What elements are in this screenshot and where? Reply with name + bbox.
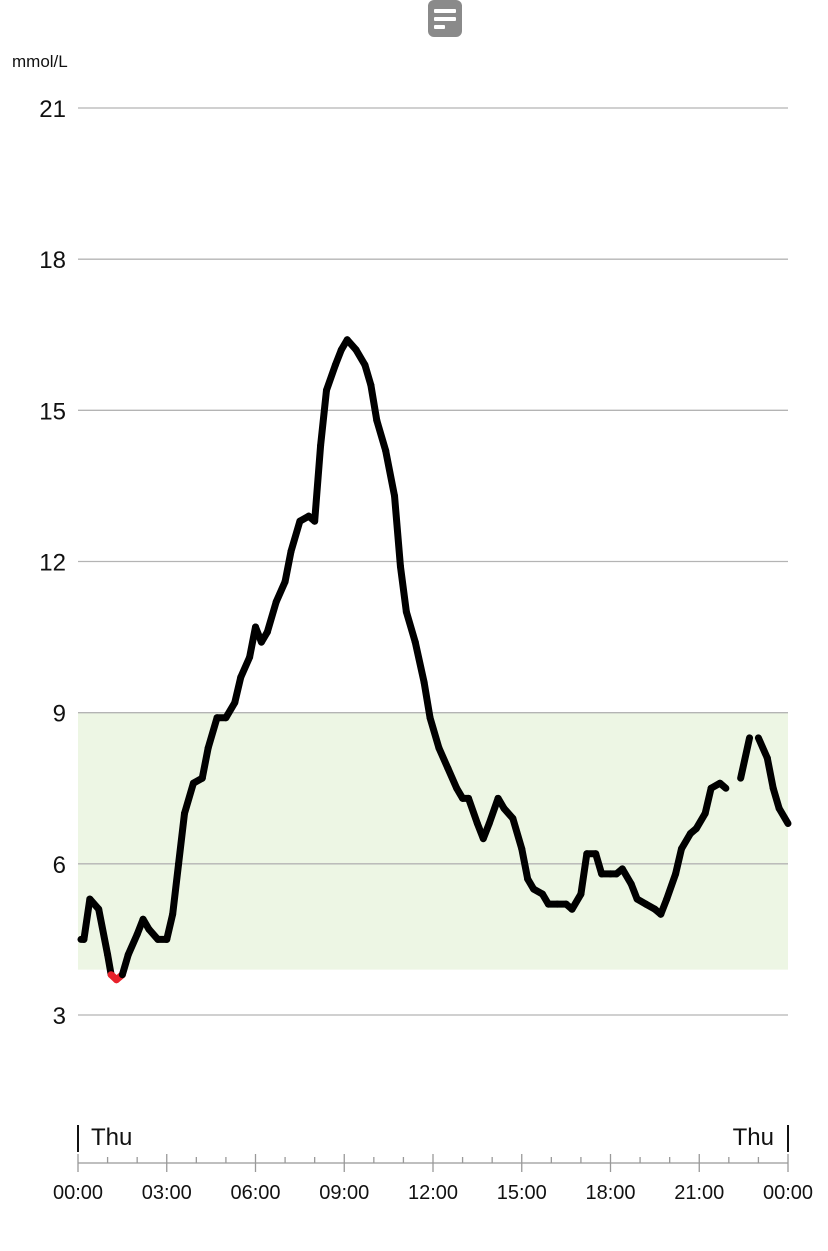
glucose-line-segment — [518, 845, 532, 883]
glucose-line-segment — [426, 714, 443, 752]
x-tick-label: 03:00 — [142, 1182, 192, 1204]
glucose-line-segment — [402, 608, 419, 646]
glucose-line-segment — [663, 870, 680, 903]
glucose-line-segment — [367, 381, 381, 424]
menu-lines-icon — [434, 9, 456, 13]
y-tick-label: 3 — [53, 1003, 66, 1030]
y-tick-label: 21 — [39, 96, 66, 123]
glucose-line-segment — [373, 416, 390, 455]
glucose-line-segment — [769, 784, 783, 812]
glucose-line-segment — [509, 814, 526, 853]
glucose-line-segment — [396, 563, 410, 616]
glucose-line-segment — [175, 809, 188, 868]
glucose-line-segment — [263, 598, 280, 636]
glucose-line-segment — [124, 930, 141, 959]
x-tick-label: 09:00 — [319, 1182, 369, 1204]
y-tick-label: 15 — [39, 398, 66, 425]
glucose-line-segment — [272, 578, 289, 606]
glucose-line-segment — [775, 804, 792, 828]
glucose-line-segment — [754, 734, 771, 762]
glucose-line-segment — [311, 442, 325, 525]
glucose-line-segment — [361, 361, 375, 389]
glucose-line-segment — [281, 547, 295, 586]
glucose-line-segment — [237, 653, 254, 681]
glucose-line-segment — [181, 779, 197, 817]
glucose-line-segment — [737, 734, 754, 782]
y-tick-label: 9 — [53, 701, 66, 728]
glucose-line-segment — [169, 860, 183, 918]
glucose-line-segment — [118, 951, 132, 979]
glucose-line-segment — [198, 744, 212, 782]
glucose-line-segment — [672, 845, 685, 878]
glucose-line-segment — [420, 678, 434, 722]
x-tick-label: 18:00 — [585, 1182, 635, 1204]
y-tick-label: 6 — [53, 852, 66, 879]
glucose-line-segment — [592, 850, 606, 878]
glucose-line-segment — [465, 794, 481, 828]
glucose-line-segment — [444, 764, 461, 792]
glucose-line-segment — [411, 638, 428, 686]
glucose-line-segment — [435, 744, 452, 772]
glucose-line-segment — [716, 779, 730, 792]
glucose-line-segment — [382, 447, 399, 500]
y-tick-label: 12 — [39, 550, 66, 577]
x-tick-label: 06:00 — [230, 1182, 280, 1204]
y-tick-label: 18 — [39, 247, 66, 274]
x-tick-label: 21:00 — [674, 1182, 724, 1204]
x-tick-label: 00:00 — [763, 1182, 813, 1204]
y-axis-unit-label: mmol/L — [12, 52, 68, 71]
glucose-line-segment — [80, 895, 94, 943]
x-tick-label: 15:00 — [497, 1182, 547, 1204]
x-tick-label: 00:00 — [53, 1182, 103, 1204]
glucose-line-segment — [95, 905, 112, 959]
x-tick-label: 12:00 — [408, 1182, 458, 1204]
glucose-line-segment — [287, 517, 304, 555]
target-range-band — [78, 712, 788, 970]
glucose-line-segment — [763, 754, 777, 792]
glucose-line-segment — [163, 910, 177, 943]
glucose-line-segment — [701, 784, 715, 817]
glucose-line-segment — [391, 492, 404, 571]
glucose-line-segment — [317, 386, 330, 450]
glucose-line-segment — [323, 361, 339, 394]
glucose-line-segment — [577, 850, 591, 898]
menu-button[interactable] — [428, 0, 462, 37]
glucose-line-segment — [231, 673, 245, 707]
glucose-line-segment — [204, 714, 221, 752]
day-end-label: Thu — [733, 1124, 774, 1151]
day-start-label: Thu — [91, 1124, 132, 1151]
